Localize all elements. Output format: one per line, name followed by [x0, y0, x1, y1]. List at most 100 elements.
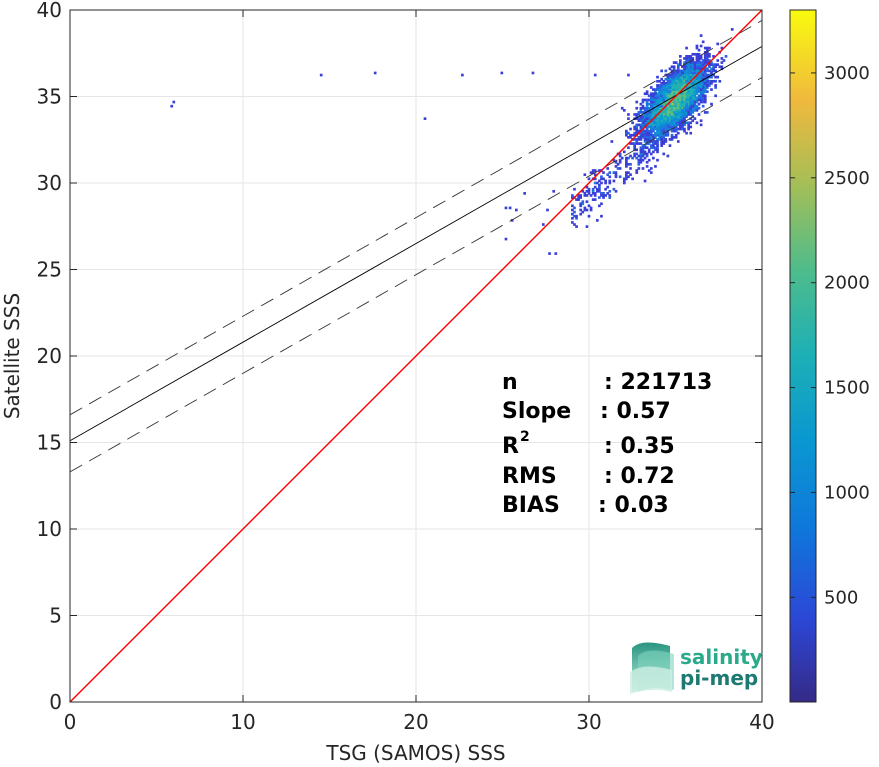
density-cell — [681, 125, 684, 129]
density-cell — [612, 179, 616, 183]
density-cell — [712, 67, 715, 71]
density-cell — [685, 59, 688, 62]
density-cell — [693, 65, 697, 69]
density-cell — [703, 77, 707, 81]
density-cell — [656, 129, 659, 133]
density-cell — [649, 125, 653, 129]
colorbar-tick-label: 1000 — [824, 482, 870, 503]
density-cell — [664, 100, 668, 104]
density-cell — [589, 208, 593, 212]
density-cell — [652, 109, 655, 112]
density-cell — [689, 65, 693, 69]
density-cell — [635, 129, 639, 133]
density-cell — [676, 88, 680, 91]
density-cell — [579, 196, 583, 199]
density-cell — [591, 171, 595, 174]
density-cell — [627, 146, 630, 150]
density-cell — [614, 165, 618, 168]
density-cell — [683, 67, 686, 71]
density-cell — [672, 111, 676, 114]
density-cell — [643, 131, 647, 135]
density-cell — [697, 61, 701, 64]
density-cell — [697, 86, 701, 89]
density-cell — [593, 194, 597, 197]
density-cell — [714, 84, 717, 87]
density-cell — [687, 71, 690, 75]
density-cell — [649, 106, 653, 110]
density-cell — [670, 84, 674, 87]
density-cell — [676, 100, 680, 104]
density-cell — [697, 77, 701, 81]
density-cell — [693, 61, 697, 64]
density-cell — [697, 63, 701, 67]
density-cell — [641, 146, 645, 150]
density-cell — [679, 127, 682, 131]
density-cell — [701, 65, 705, 69]
density-cell — [689, 121, 693, 125]
density-cell — [699, 100, 703, 104]
density-cell — [676, 131, 680, 135]
density-cell — [666, 125, 670, 129]
density-cell — [668, 94, 672, 98]
colorbar-frame — [789, 9, 817, 703]
density-cell — [687, 86, 690, 89]
density-cell — [666, 77, 670, 81]
density-cell — [703, 63, 707, 67]
density-cell — [679, 123, 682, 127]
density-cell — [504, 206, 508, 210]
density-cell — [666, 119, 670, 123]
density-cell — [674, 71, 678, 75]
density-cell — [699, 77, 703, 81]
density-cell — [710, 102, 713, 106]
density-cell — [625, 173, 628, 177]
density-cell — [668, 75, 672, 79]
density-cell — [658, 119, 661, 123]
density-cell — [658, 94, 661, 98]
density-cell — [699, 65, 703, 69]
density-cell — [699, 44, 703, 48]
density-cell — [687, 88, 690, 91]
stat-key-bias: BIAS — [502, 493, 560, 518]
density-cell — [670, 79, 674, 83]
density-cell — [656, 100, 659, 104]
density-cell — [625, 175, 628, 179]
density-cell — [660, 111, 663, 114]
density-cell — [629, 142, 632, 145]
density-cell — [672, 100, 676, 104]
density-cell — [654, 135, 657, 139]
density-cell — [710, 69, 713, 73]
density-cell — [670, 106, 674, 110]
density-cell — [645, 160, 649, 164]
density-cell — [571, 216, 574, 220]
density-cell — [705, 55, 709, 58]
density-cell — [687, 104, 690, 108]
density-cell — [689, 102, 693, 106]
density-cell — [672, 129, 676, 133]
density-cell — [622, 109, 626, 112]
density-cell — [674, 69, 678, 73]
density-cell — [703, 96, 707, 100]
density-cell — [687, 127, 690, 131]
density-cell — [652, 121, 655, 125]
density-cell — [666, 133, 670, 137]
density-cell — [579, 202, 583, 206]
density-cell — [701, 79, 705, 83]
density-cell — [625, 171, 628, 174]
density-cell — [666, 127, 670, 131]
density-cell — [695, 55, 699, 58]
density-cell — [664, 69, 668, 73]
density-cell — [676, 106, 680, 110]
density-cell — [699, 34, 703, 37]
density-cell — [656, 92, 659, 96]
density-cell — [674, 127, 678, 131]
density-cell — [683, 73, 686, 77]
density-cell — [687, 92, 690, 96]
density-cell — [598, 196, 601, 199]
density-cell — [654, 121, 657, 125]
density-cell — [674, 133, 678, 137]
density-cell — [668, 90, 672, 93]
stat-value-slope: : 0.57 — [600, 399, 671, 424]
density-cell — [649, 102, 653, 106]
density-cell — [683, 121, 686, 125]
density-cell — [575, 216, 578, 220]
